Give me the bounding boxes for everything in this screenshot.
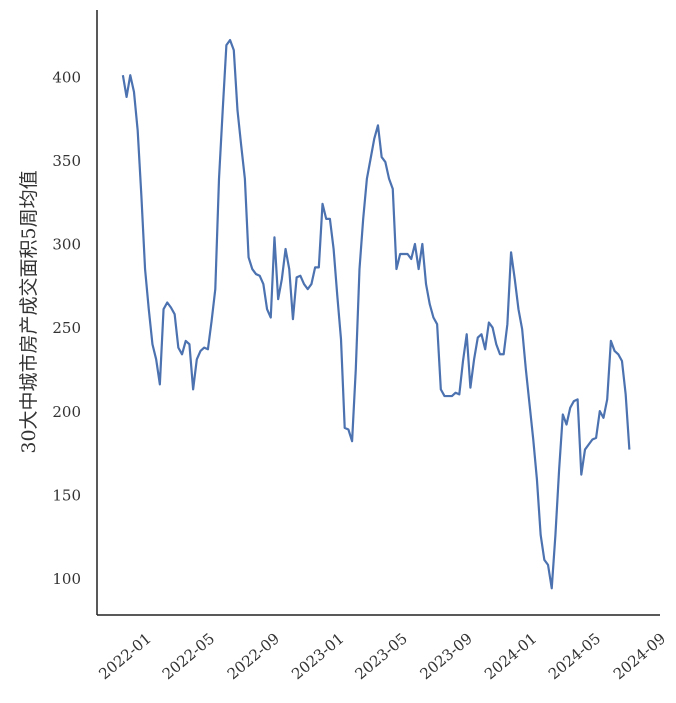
y-tick-label: 350 xyxy=(52,152,81,170)
y-tick-label: 250 xyxy=(52,319,81,337)
y-tick-label: 300 xyxy=(52,236,81,254)
y-tick-label: 100 xyxy=(52,570,81,588)
data-line xyxy=(121,38,631,590)
x-tick-label: 2023-05 xyxy=(352,629,411,683)
y-tick-label: 200 xyxy=(52,403,81,421)
x-tick-label: 2024-01 xyxy=(481,629,540,683)
x-tick-label: 2022-01 xyxy=(95,629,154,683)
x-tick-label: 2022-05 xyxy=(159,629,218,683)
x-tick-label: 2024-05 xyxy=(545,629,604,683)
x-tick-label: 2023-01 xyxy=(288,629,347,683)
y-axis-label: 30大中城市房产成交面积5周均值 xyxy=(18,170,40,453)
y-tick-label: 150 xyxy=(52,486,81,504)
x-tick-label: 2022-09 xyxy=(224,629,283,683)
y-tick-label: 400 xyxy=(52,69,81,87)
x-tick-label: 2023-09 xyxy=(417,629,476,683)
x-tick-label: 2024-09 xyxy=(610,629,669,683)
